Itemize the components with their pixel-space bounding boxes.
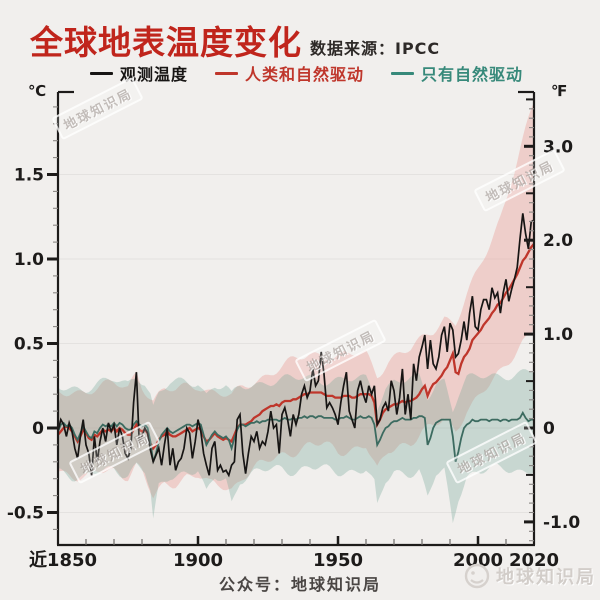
legend-item-observed: 观测温度 [90, 61, 188, 85]
legend-item-natural-only: 只有自然驱动 [391, 61, 523, 85]
right-axis-unit-fahrenheit: ℉ [551, 82, 568, 100]
legend-item-human-natural: 人类和自然驱动 [215, 61, 364, 85]
svg-text:1.0: 1.0 [543, 325, 573, 345]
footer-account-text: 公众号：地球知识局 [218, 575, 381, 594]
svg-text:-1.0: -1.0 [543, 513, 580, 533]
svg-text:近1850: 近1850 [29, 549, 97, 571]
x-axis: 近1850 1900 1950 2000 2020 [29, 536, 559, 571]
svg-text:3.0: 3.0 [543, 137, 573, 157]
y-axis-right: -1.0 0 1.0 2.0 3.0 [524, 98, 580, 542]
svg-text:-0.5: -0.5 [7, 504, 44, 524]
series-natural-only [58, 410, 534, 463]
svg-text:2000: 2000 [453, 550, 503, 571]
page-title: 全球地表温度变化 [30, 23, 302, 62]
svg-text:1.5: 1.5 [14, 166, 44, 186]
svg-text:0: 0 [543, 419, 555, 439]
svg-text:0: 0 [32, 419, 44, 439]
series-observed [58, 213, 534, 478]
svg-text:1950: 1950 [313, 550, 363, 571]
legend-label-natural-only: 只有自然驱动 [421, 65, 524, 84]
axes [56, 90, 536, 547]
left-axis-unit-celsius: ℃ [28, 82, 47, 100]
svg-text:2.0: 2.0 [543, 231, 573, 251]
legend-label-human-natural: 人类和自然驱动 [245, 65, 365, 84]
legend-label-observed: 观测温度 [120, 65, 189, 84]
human-natural-line-swatch [215, 71, 239, 75]
header: 全球地表温度变化 数据来源：IPCC [30, 16, 440, 64]
natural-only-line-swatch [391, 71, 415, 75]
svg-text:2020: 2020 [509, 550, 559, 571]
y-axis-left: -0.5 0 0.5 1.0 1.5 [7, 106, 58, 530]
observed-line-swatch [90, 71, 113, 75]
brand-watermark-text: 地球知识局 [496, 567, 596, 588]
globe-logo-icon [464, 563, 490, 589]
series-human-natural [58, 243, 534, 451]
svg-text:1.0: 1.0 [14, 250, 44, 270]
svg-text:0.5: 0.5 [14, 335, 44, 355]
band-natural-only [58, 369, 534, 524]
data-source-label: 数据来源：IPCC [310, 39, 441, 58]
svg-text:1900: 1900 [173, 550, 223, 571]
brand-watermark: 地球知识局 [462, 560, 596, 592]
legend: 观测温度 人类和自然驱动 只有自然驱动 [90, 61, 523, 85]
